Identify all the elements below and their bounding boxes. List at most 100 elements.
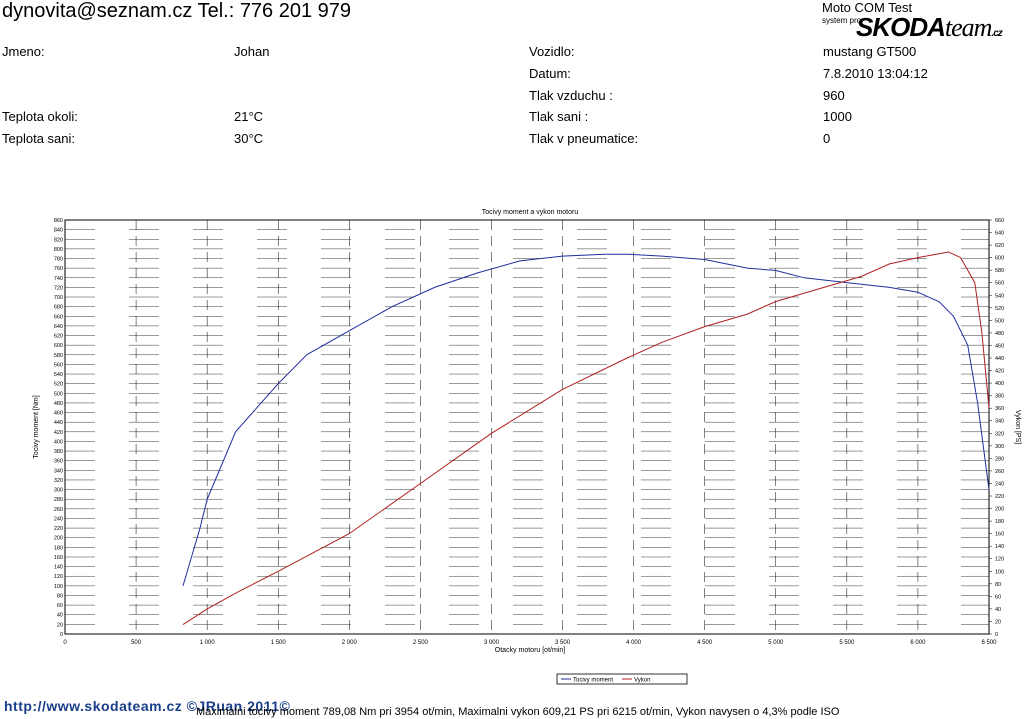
y-tick-label: 380 — [54, 449, 63, 455]
x-tick-label: 4 000 — [626, 640, 642, 646]
y-tick-label: 280 — [54, 497, 63, 503]
y-tick-label: 460 — [54, 411, 63, 417]
y2-tick-label: 360 — [995, 406, 1004, 412]
x-tick-label: 4 500 — [697, 640, 713, 646]
y-tick-label: 200 — [54, 536, 63, 542]
y2-tick-label: 140 — [995, 544, 1004, 550]
x-tick-label: 3 000 — [484, 640, 500, 646]
y-tick-label: 680 — [54, 305, 63, 311]
y-tick-label: 760 — [54, 266, 63, 272]
teplota-sani-label: Teplota sani: — [2, 131, 75, 146]
y2-tick-label: 80 — [995, 582, 1001, 588]
brand-subtitle: system pro — [822, 16, 862, 25]
datum-value: 7.8.2010 13:04:12 — [823, 66, 928, 81]
teplota-okoli-label: Teplota okoli: — [2, 109, 78, 124]
y2-tick-label: 440 — [995, 356, 1004, 362]
y2-axis-label: Vykon [PS] — [1014, 410, 1021, 444]
y-tick-label: 840 — [54, 228, 63, 234]
y2-tick-label: 240 — [995, 481, 1004, 487]
y-tick-label: 420 — [54, 430, 63, 436]
y-tick-label: 620 — [54, 334, 63, 340]
torque-series-line — [182, 253, 990, 587]
y2-tick-label: 500 — [995, 318, 1004, 324]
logo-light-text: team — [944, 13, 993, 42]
power-series-line — [182, 251, 990, 626]
dyno-chart: 0 500 1 000 1 500 2 000 2 500 3 000 3 500 4 000 4… — [33, 209, 1021, 685]
x-tick-label: 2 000 — [342, 640, 358, 646]
y2-tick-label: 400 — [995, 381, 1004, 387]
x-tick-label: 5 500 — [839, 640, 855, 646]
grid-layer — [64, 219, 990, 635]
y-tick-label: 800 — [54, 247, 63, 253]
logo-suffix: .cz — [991, 28, 1002, 39]
y2-tick-label: 560 — [995, 281, 1004, 287]
y2-tick-label: 260 — [995, 469, 1004, 475]
y2-tick-label: 540 — [995, 293, 1004, 299]
y2-tick-label: 20 — [995, 619, 1001, 625]
y-tick-label: 80 — [57, 593, 63, 599]
y-tick-label: 340 — [54, 468, 63, 474]
y-tick-label: 0 — [60, 632, 63, 638]
y-tick-label: 560 — [54, 362, 63, 368]
y2-tick-label: 300 — [995, 444, 1004, 450]
legend: Tocivy moment Vykon — [556, 673, 688, 685]
skodateam-logo: SKODAteam.cz — [856, 12, 1003, 43]
y-tick-label: 500 — [54, 391, 63, 397]
tlak-pneu-label: Tlak v pneumatice: — [529, 131, 639, 146]
tlak-vzduchu-value: 960 — [823, 88, 845, 103]
plot-frame — [64, 219, 990, 635]
datum-label: Datum: — [529, 66, 571, 81]
legend-label-power: Vykon — [634, 678, 650, 684]
y-tick-label: 540 — [54, 372, 63, 378]
footer-link[interactable]: http://www.skodateam.cz ©JRuan 2011© — [4, 698, 291, 714]
y-tick-label: 860 — [54, 218, 63, 224]
tlak-vzduchu-label: Tlak vzduchu : — [529, 88, 613, 103]
x-tick-label: 2 500 — [413, 640, 429, 646]
y2-tick-label: 180 — [995, 519, 1004, 525]
y-tick-label: 60 — [57, 603, 63, 609]
tlak-sani-value: 1000 — [823, 109, 852, 124]
y2-tick-label: 40 — [995, 607, 1001, 613]
x-tick-label: 5 000 — [768, 640, 784, 646]
x-tick-label: 1 500 — [271, 640, 287, 646]
header-contact: dynovita@seznam.cz Tel.: 776 201 979 — [2, 0, 352, 22]
y2-tick-label: 280 — [995, 456, 1004, 462]
series-layer — [182, 251, 990, 626]
y2-tick-label: 200 — [995, 507, 1004, 513]
y-tick-label: 360 — [54, 459, 63, 465]
y-tick-label: 600 — [54, 343, 63, 349]
logo-bold-text: SKODA — [856, 12, 946, 42]
y2-tick-label: 160 — [995, 532, 1004, 538]
legend-label-torque: Tocivy moment — [573, 678, 613, 684]
brand-title: Moto COM Test — [822, 0, 913, 15]
y-tick-label: 260 — [54, 507, 63, 513]
y-tick-label: 180 — [54, 545, 63, 551]
y2-tick-label: 620 — [995, 243, 1004, 249]
y2-tick-label: 460 — [995, 343, 1004, 349]
teplota-sani-value: 30°C — [234, 131, 264, 146]
teplota-okoli-value: 21°C — [234, 109, 264, 124]
x-tick-label: 1 000 — [200, 640, 216, 646]
y2-tick-label: 220 — [995, 494, 1004, 500]
x-tick-label: 3 500 — [555, 640, 571, 646]
y-tick-label: 40 — [57, 613, 63, 619]
y2-tick-label: 320 — [995, 431, 1004, 437]
tlak-sani-label: Tlak sani : — [529, 109, 589, 124]
y-tick-label: 580 — [54, 353, 63, 359]
y2-tick-label: 420 — [995, 369, 1004, 375]
y-tick-label: 740 — [54, 276, 63, 282]
y2-tick-label: 100 — [995, 569, 1004, 575]
y-tick-label: 220 — [54, 526, 63, 532]
y-tick-label: 300 — [54, 488, 63, 494]
y2-tick-label: 60 — [995, 594, 1001, 600]
y-tick-label: 720 — [54, 285, 63, 291]
y-tick-label: 640 — [54, 324, 63, 330]
y-tick-label: 20 — [57, 622, 63, 628]
y-tick-label: 480 — [54, 401, 63, 407]
x-axis-label: Otacky motoru [ot/min] — [495, 647, 565, 654]
x-tick-label: 500 — [131, 640, 142, 646]
chart-title: Tocivy moment a vykon motoru — [482, 209, 579, 216]
tlak-pneu-value: 0 — [823, 131, 831, 146]
tick-layer: 0 500 1 000 1 500 2 000 2 500 3 000 3 500 4 000 4… — [54, 218, 1004, 646]
x-tick-label: 0 — [63, 640, 67, 646]
